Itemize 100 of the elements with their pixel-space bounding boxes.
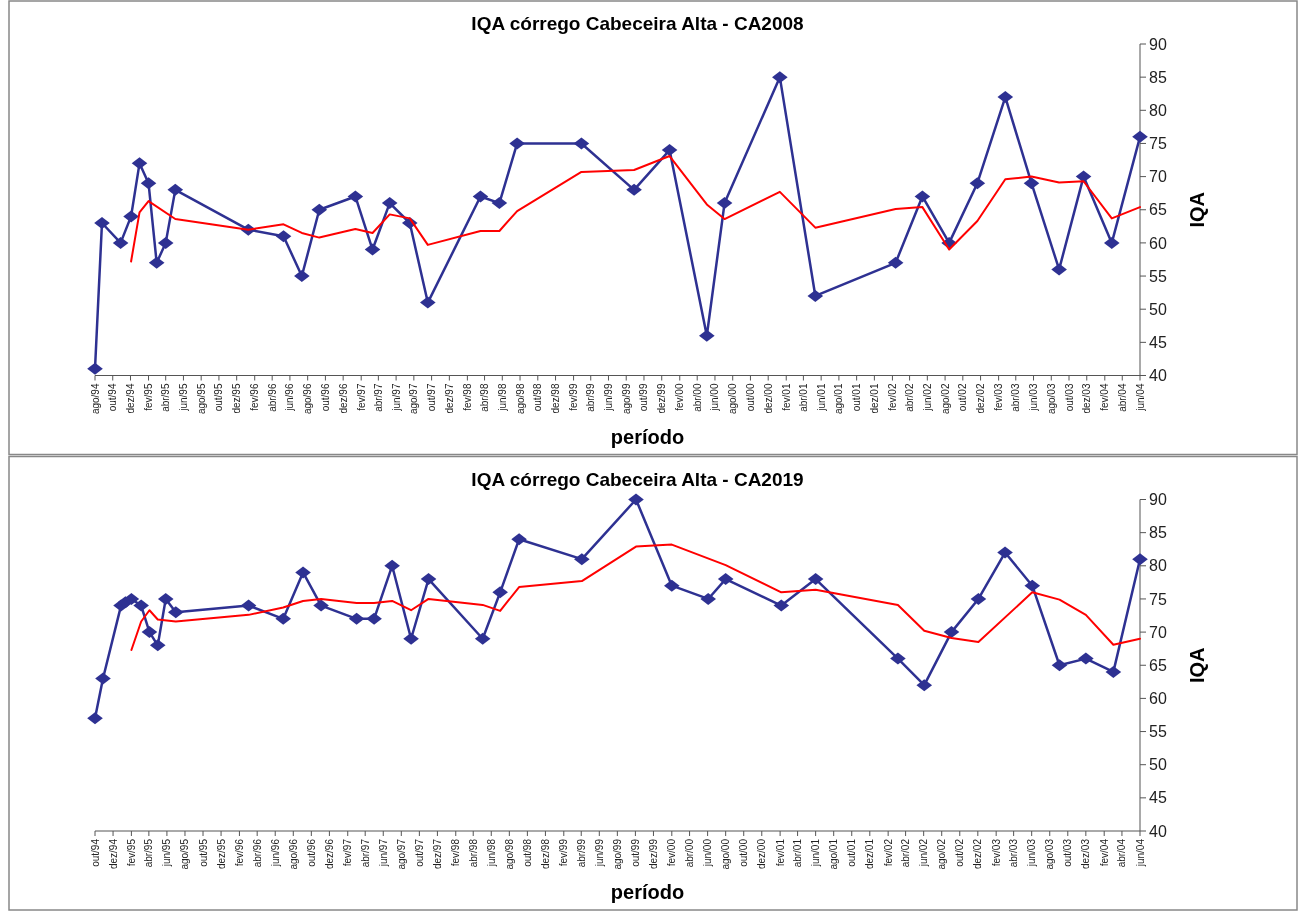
x-tick-label: jun/97 <box>390 383 402 412</box>
x-tick-label: jun/01 <box>810 838 822 868</box>
point <box>131 157 148 170</box>
point <box>1075 170 1092 183</box>
point <box>87 712 103 725</box>
point <box>700 592 717 605</box>
point <box>509 137 525 150</box>
x-tick-label: abr/97 <box>359 838 371 868</box>
x-tick-label: fev/00 <box>674 383 686 411</box>
point <box>970 592 987 605</box>
x-tick-label: abr/98 <box>479 383 491 412</box>
x-tick-label: dez/98 <box>539 838 551 870</box>
y-tick-label: 85 <box>1149 524 1167 542</box>
point <box>140 177 157 190</box>
x-tick-label: jun/00 <box>702 838 714 868</box>
x-tick-label: ago/01 <box>833 383 845 415</box>
point <box>1024 579 1041 592</box>
x-tick-label: jun/01 <box>815 383 827 412</box>
x-tick-label: ago/97 <box>408 383 420 415</box>
point <box>275 230 292 243</box>
x-tick-label: dez/94 <box>107 838 119 870</box>
point <box>403 632 419 645</box>
x-tick-label: out/94 <box>89 838 101 867</box>
y-tick-label: 50 <box>1149 756 1167 774</box>
y-tick-label: 40 <box>1149 367 1167 385</box>
x-tick-label: out/02 <box>954 838 966 867</box>
x-tick-label: abr/02 <box>900 838 912 868</box>
x-tick-label: out/96 <box>319 383 331 412</box>
x-tick-label: jun/02 <box>918 838 930 868</box>
point <box>807 289 824 302</box>
point <box>1105 665 1122 678</box>
point <box>420 296 436 309</box>
x-tick-label: dez/00 <box>762 383 774 414</box>
y-axis-title: IQA <box>1186 191 1208 228</box>
y-tick-label: 80 <box>1149 101 1167 119</box>
y-tick-label: 70 <box>1149 623 1167 641</box>
x-tick-label: jun/96 <box>284 383 296 412</box>
point <box>492 586 508 599</box>
x-tick-label: out/95 <box>213 383 225 412</box>
point <box>890 652 906 665</box>
y-tick-label: 45 <box>1149 789 1167 807</box>
x-tick-label: dez/97 <box>443 383 455 414</box>
point <box>997 91 1014 104</box>
x-tick-label: ago/03 <box>1044 838 1056 870</box>
x-tick-label: out/01 <box>846 838 858 867</box>
point <box>148 256 165 269</box>
point <box>887 256 904 269</box>
x-tick-label: fev/02 <box>882 838 894 867</box>
point <box>348 612 365 625</box>
point <box>87 362 103 375</box>
x-tick-label: abr/96 <box>251 838 263 868</box>
x-tick-label: out/99 <box>638 383 650 412</box>
point <box>384 559 400 572</box>
x-tick-label: abr/03 <box>1008 838 1020 868</box>
x-tick-label: out/97 <box>413 838 425 867</box>
point <box>1051 659 1068 672</box>
point <box>123 210 139 223</box>
point <box>916 679 933 692</box>
x-tick-label: abr/95 <box>143 838 155 868</box>
x-tick-label: fev/00 <box>666 838 678 867</box>
x-tick-label: jun/98 <box>496 383 508 412</box>
x-tick-label: dez/01 <box>864 838 876 870</box>
x-tick-label: fev/97 <box>342 838 354 867</box>
point <box>112 236 129 249</box>
x-tick-label: dez/99 <box>656 383 668 414</box>
point <box>773 599 790 612</box>
x-tick-label: fev/95 <box>143 383 155 411</box>
x-tick-label: fev/01 <box>774 838 786 867</box>
x-tick-label: out/01 <box>851 383 863 412</box>
x-tick-label: out/99 <box>629 838 641 867</box>
x-tick-label: ago/95 <box>195 383 207 415</box>
x-tick-label: dez/95 <box>231 383 243 414</box>
x-tick-label: out/03 <box>1062 838 1074 867</box>
x-tick-label: ago/96 <box>302 383 314 415</box>
x-tick-label: ago/02 <box>939 383 951 415</box>
x-tick-label: fev/99 <box>558 838 570 867</box>
y-tick-label: 90 <box>1149 35 1167 53</box>
y-tick-label: 50 <box>1149 300 1167 318</box>
x-tick-label: jun/96 <box>269 838 281 868</box>
x-tick-label: dez/03 <box>1080 838 1092 870</box>
point <box>626 183 642 196</box>
point <box>311 203 328 216</box>
x-tick-label: ago/03 <box>1045 383 1057 415</box>
x-tick-label: dez/02 <box>975 383 987 414</box>
y-tick-label: 60 <box>1149 234 1167 252</box>
x-tick-label: jun/95 <box>177 383 189 412</box>
x-tick-label: jun/95 <box>161 838 173 868</box>
y-tick-label: 80 <box>1149 557 1167 575</box>
x-tick-label: out/96 <box>305 838 317 867</box>
x-tick-label: abr/01 <box>797 383 809 412</box>
x-tick-label: abr/01 <box>792 838 804 868</box>
point <box>381 197 398 210</box>
point <box>94 217 110 230</box>
point <box>807 573 824 586</box>
x-tick-label: fev/95 <box>125 838 137 867</box>
y-tick-label: 65 <box>1149 201 1167 219</box>
y-tick-label: 70 <box>1149 168 1167 186</box>
x-tick-label: fev/98 <box>450 838 462 867</box>
x-tick-label: abr/99 <box>575 838 587 868</box>
x-tick-label: fev/98 <box>461 383 473 411</box>
